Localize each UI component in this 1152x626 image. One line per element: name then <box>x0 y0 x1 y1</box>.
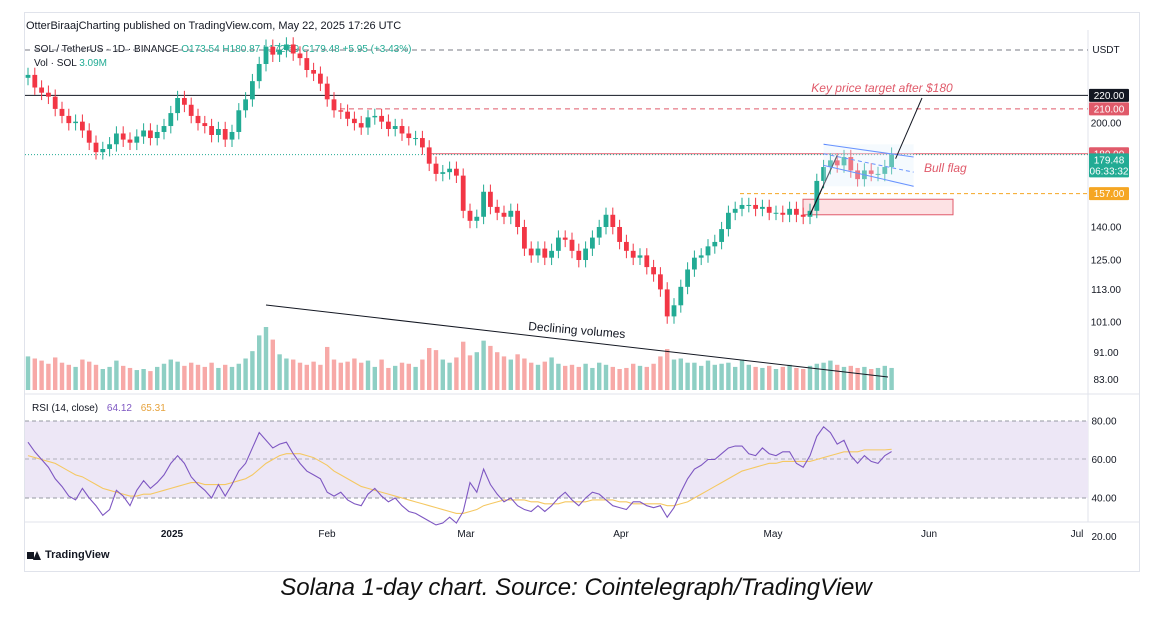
chart-frame <box>24 12 1140 572</box>
tradingview-brand: TradingView <box>45 549 110 561</box>
tradingview-logo[interactable]: TradingView <box>27 549 110 561</box>
ohlc-values: O173.54 H180.87 L172.59 C179.48 +5.95 (+… <box>181 44 412 55</box>
symbol-label[interactable]: SOL / TetherUS · 1D · BINANCE <box>34 44 179 55</box>
volume-label[interactable]: Vol · SOL <box>34 58 77 69</box>
publisher-line: OtterBiraajCharting published on Trading… <box>26 20 402 32</box>
volume-legend: Vol · SOL 3.09M <box>34 58 107 69</box>
volume-value: 3.09M <box>79 58 108 69</box>
tradingview-logo-icon <box>27 550 41 560</box>
figure-caption: Solana 1-day chart. Source: Cointelegrap… <box>280 574 872 601</box>
symbol-legend: SOL / TetherUS · 1D · BINANCE O173.54 H1… <box>34 44 411 55</box>
